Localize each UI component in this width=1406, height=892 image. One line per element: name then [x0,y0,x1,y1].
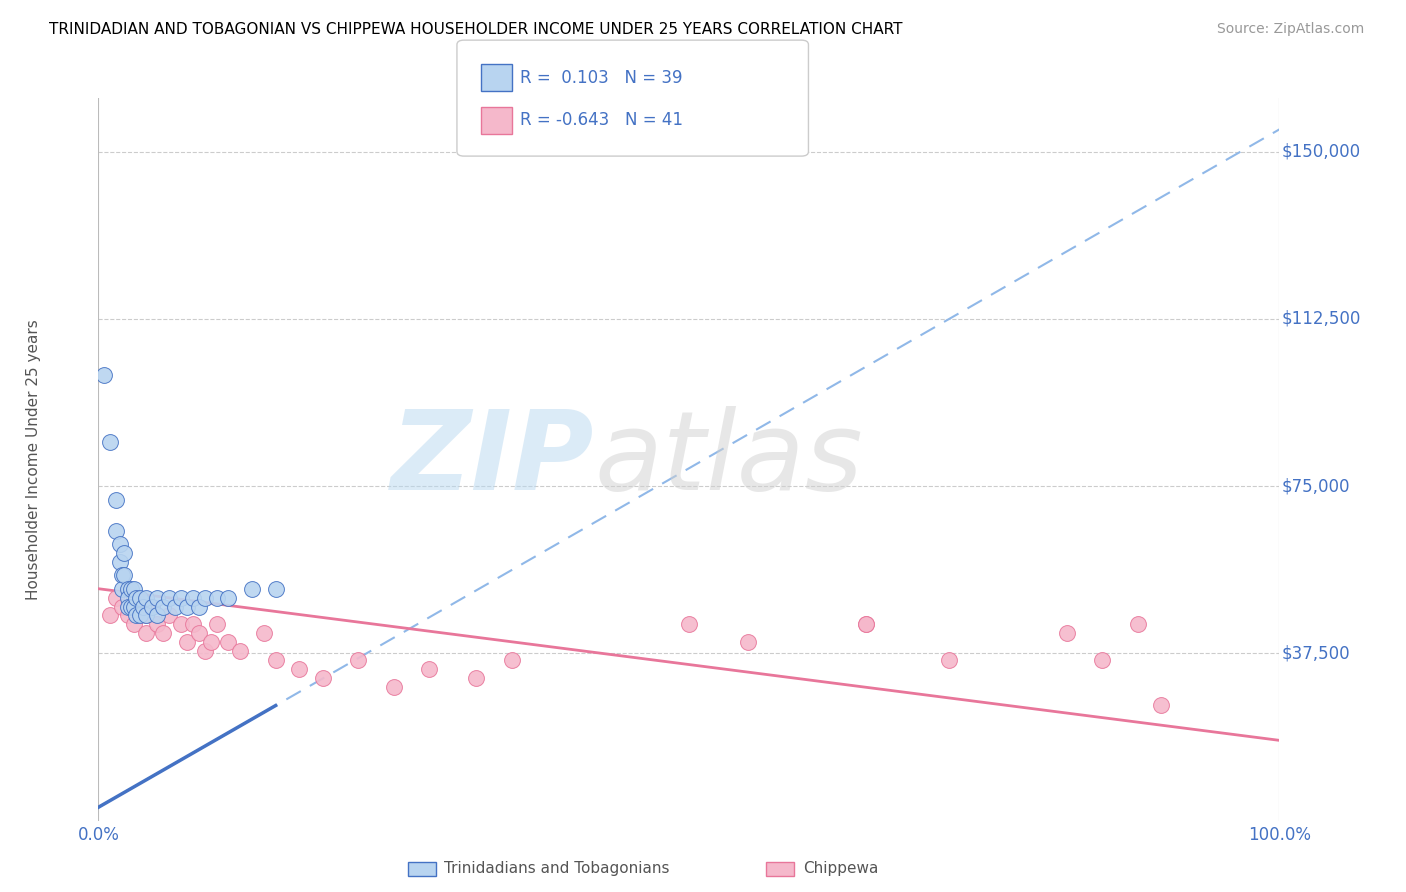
Point [253,626,276,640]
Point [111,582,134,596]
Text: $112,500: $112,500 [1282,310,1361,328]
Text: TRINIDADIAN AND TOBAGONIAN VS CHIPPEWA HOUSEHOLDER INCOME UNDER 25 YEARS CORRELA: TRINIDADIAN AND TOBAGONIAN VS CHIPPEWA H… [49,22,903,37]
Point [229,644,252,658]
Point [98,608,121,623]
Point [205,617,228,632]
Point [152,626,174,640]
Point [98,434,121,449]
Point [217,635,239,649]
Point [146,608,169,623]
Point [128,608,150,623]
Point [1126,617,1149,632]
Point [288,662,311,676]
Text: Chippewa: Chippewa [803,862,879,876]
Point [737,635,759,649]
Point [141,599,163,614]
Point [111,599,134,614]
Point [135,608,157,623]
Text: $75,000: $75,000 [1282,477,1350,495]
Point [122,582,145,596]
Point [264,653,287,667]
Point [382,680,405,694]
Point [855,617,877,632]
Point [176,635,198,649]
Point [132,599,155,614]
Point [112,546,135,560]
Point [1091,653,1114,667]
Point [165,599,187,614]
Point [105,492,128,507]
Point [117,582,139,596]
Point [121,582,143,596]
Text: $37,500: $37,500 [1282,644,1350,663]
Point [465,671,488,685]
Point [170,591,193,605]
Point [200,635,222,649]
Point [117,599,139,614]
Point [121,599,143,614]
Point [93,368,115,382]
Point [176,599,198,614]
Point [152,599,174,614]
Point [170,617,193,632]
Point [501,653,523,667]
Point [264,582,287,596]
Point [938,653,960,667]
Point [157,608,180,623]
Point [122,599,145,614]
Point [111,568,134,582]
Text: R = -0.643   N = 41: R = -0.643 N = 41 [520,112,683,129]
Point [146,617,169,632]
Point [108,555,131,569]
Point [187,626,209,640]
Point [157,591,180,605]
Point [312,671,335,685]
Point [678,617,700,632]
Point [125,591,148,605]
Point [194,591,217,605]
Point [347,653,370,667]
Text: $150,000: $150,000 [1282,143,1361,161]
Point [135,626,157,640]
Text: Householder Income Under 25 years: Householder Income Under 25 years [25,319,41,599]
Point [141,599,163,614]
Point [128,591,150,605]
Point [205,591,228,605]
Point [122,591,145,605]
Point [855,617,877,632]
Point [108,537,131,551]
Point [1150,698,1173,712]
Text: R =  0.103   N = 39: R = 0.103 N = 39 [520,69,683,87]
Point [105,591,128,605]
Point [194,644,217,658]
Point [181,591,204,605]
Point [418,662,440,676]
Text: Source: ZipAtlas.com: Source: ZipAtlas.com [1216,22,1364,37]
Point [135,608,157,623]
Point [1056,626,1078,640]
Point [105,524,128,538]
Point [112,568,135,582]
Point [122,617,145,632]
Point [187,599,209,614]
Point [217,591,239,605]
Point [117,582,139,596]
Text: ZIP: ZIP [391,406,595,513]
Point [135,591,157,605]
Point [146,591,169,605]
Text: atlas: atlas [595,406,863,513]
Text: Trinidadians and Tobagonians: Trinidadians and Tobagonians [444,862,669,876]
Point [181,617,204,632]
Point [240,582,263,596]
Point [117,591,139,605]
Point [125,608,148,623]
Point [117,608,139,623]
Point [128,599,150,614]
